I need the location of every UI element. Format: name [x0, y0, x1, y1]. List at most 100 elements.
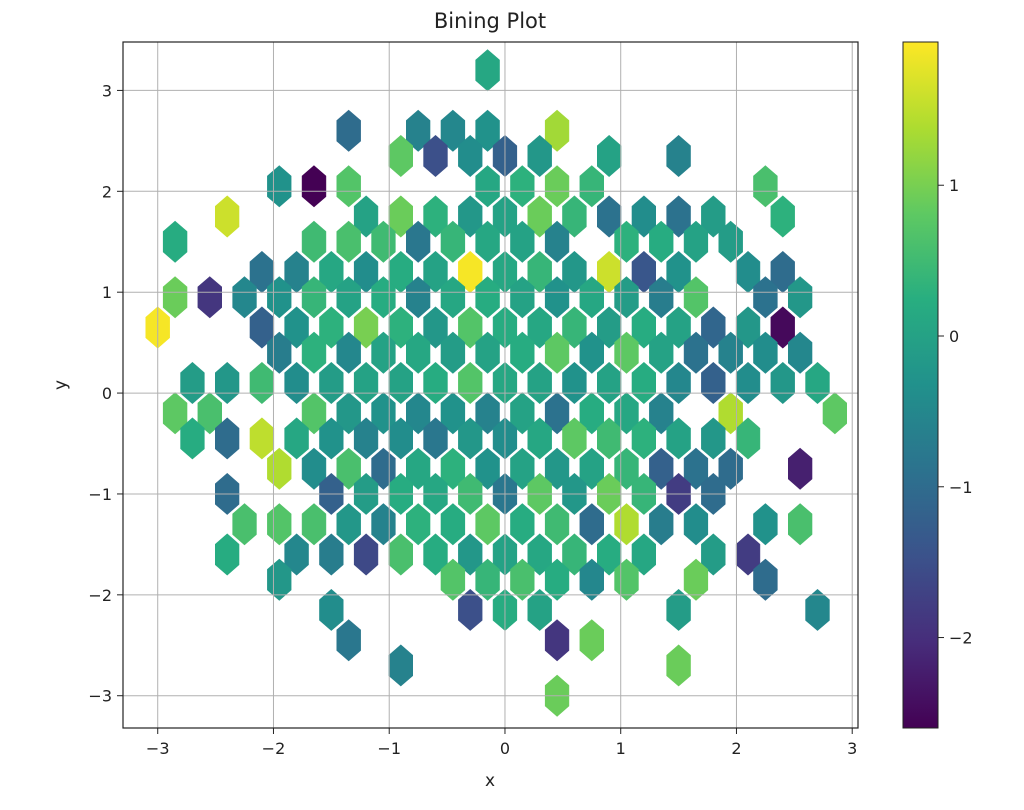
colorbar-tick-label: −1	[949, 478, 973, 497]
chart-title: Bining Plot	[434, 9, 546, 33]
colorbar	[902, 41, 939, 729]
hex-cell	[475, 49, 500, 92]
hexbin-cells	[145, 49, 848, 717]
y-tick-label: −1	[88, 485, 112, 504]
hex-cell	[475, 331, 500, 374]
hex-cell	[440, 447, 466, 490]
hex-cell	[353, 417, 379, 460]
hex-cell	[510, 392, 535, 435]
hex-cell	[475, 392, 500, 435]
hex-cell	[631, 417, 657, 460]
hex-cell	[527, 135, 552, 177]
hex-cell	[562, 362, 587, 404]
hex-cell	[301, 503, 327, 546]
hex-cell	[423, 195, 448, 238]
hex-cell	[596, 135, 622, 177]
y-tick-label: 3	[102, 81, 112, 100]
hex-cell	[787, 447, 813, 490]
hex-cell	[510, 503, 535, 546]
hex-cell	[440, 220, 466, 263]
hex-cell	[267, 165, 292, 208]
hex-cell	[596, 362, 622, 404]
hex-cell	[544, 392, 570, 435]
hex-cell	[683, 331, 709, 374]
hex-cell	[405, 392, 431, 435]
hex-cell	[301, 165, 327, 208]
hex-cell	[336, 276, 361, 319]
hex-cell	[544, 276, 570, 319]
hex-cell	[388, 362, 414, 404]
hex-cell	[284, 417, 309, 460]
hex-cell	[735, 362, 761, 404]
hex-cell	[232, 503, 257, 546]
hex-cell	[440, 392, 466, 435]
hex-cell	[579, 558, 605, 601]
hex-cell	[319, 362, 344, 404]
hex-cell	[319, 306, 344, 349]
hex-cell	[787, 503, 813, 546]
hex-cell	[371, 503, 396, 546]
hex-cell	[631, 306, 657, 349]
hex-cell	[336, 619, 361, 662]
x-axis-ticks: −3 −2 −1 0 1 2 3	[146, 728, 857, 758]
hex-cell	[440, 109, 466, 152]
x-tick-label: −1	[377, 739, 401, 758]
hex-cell	[353, 533, 379, 576]
hex-cell	[510, 331, 535, 374]
colorbar-ticks: 1 0 −1 −2	[938, 176, 973, 648]
hex-cell	[701, 362, 726, 404]
hex-cell	[336, 220, 361, 263]
hex-cell	[405, 276, 431, 319]
hex-cell	[301, 392, 327, 435]
hex-cell	[666, 306, 691, 349]
hex-cell	[701, 306, 726, 349]
hex-cell	[562, 533, 587, 576]
hex-cell	[458, 135, 483, 177]
hex-cell	[579, 619, 605, 662]
hex-cell	[701, 195, 726, 238]
hex-cell	[579, 331, 605, 374]
hex-cell	[405, 503, 431, 546]
plot-frame	[122, 41, 859, 729]
hex-cell	[527, 417, 552, 460]
hex-cell	[388, 644, 414, 687]
hex-cell	[388, 533, 414, 576]
hex-cell	[770, 362, 795, 404]
hex-cell	[787, 276, 813, 319]
hex-cell	[336, 331, 361, 374]
hex-cell	[527, 306, 552, 349]
hex-cell	[319, 533, 344, 576]
hex-cell	[162, 220, 188, 263]
hex-cell	[649, 331, 674, 374]
hex-cell	[405, 109, 431, 152]
hex-cell	[458, 195, 483, 238]
hex-cell	[510, 447, 535, 490]
y-tick-label: 2	[102, 182, 112, 201]
hex-cell	[475, 276, 500, 319]
hex-cell	[770, 195, 795, 238]
hex-cell	[405, 331, 431, 374]
hex-cell	[649, 447, 674, 490]
hex-cell	[458, 533, 483, 576]
hex-cell	[527, 589, 552, 631]
hex-cell	[353, 195, 379, 238]
hex-cell	[562, 306, 587, 349]
hex-cell	[666, 417, 691, 460]
hex-cell	[666, 362, 691, 404]
hex-cell	[510, 165, 535, 208]
hex-cell	[458, 417, 483, 460]
hex-cell	[683, 220, 709, 263]
hex-cell	[162, 392, 188, 435]
x-tick-label: −2	[262, 739, 286, 758]
hex-cell	[683, 447, 709, 490]
hex-cell	[284, 533, 309, 576]
hex-cell	[562, 195, 587, 238]
y-axis-label: y	[51, 380, 71, 390]
y-tick-label: 1	[102, 283, 112, 302]
hex-cell	[423, 362, 448, 404]
hex-cell	[336, 447, 361, 490]
hex-cell	[267, 503, 292, 546]
hex-cell	[353, 362, 379, 404]
hex-cell	[301, 276, 327, 319]
y-axis-ticks: −3 −2 −1 0 1 2 3	[88, 81, 123, 706]
